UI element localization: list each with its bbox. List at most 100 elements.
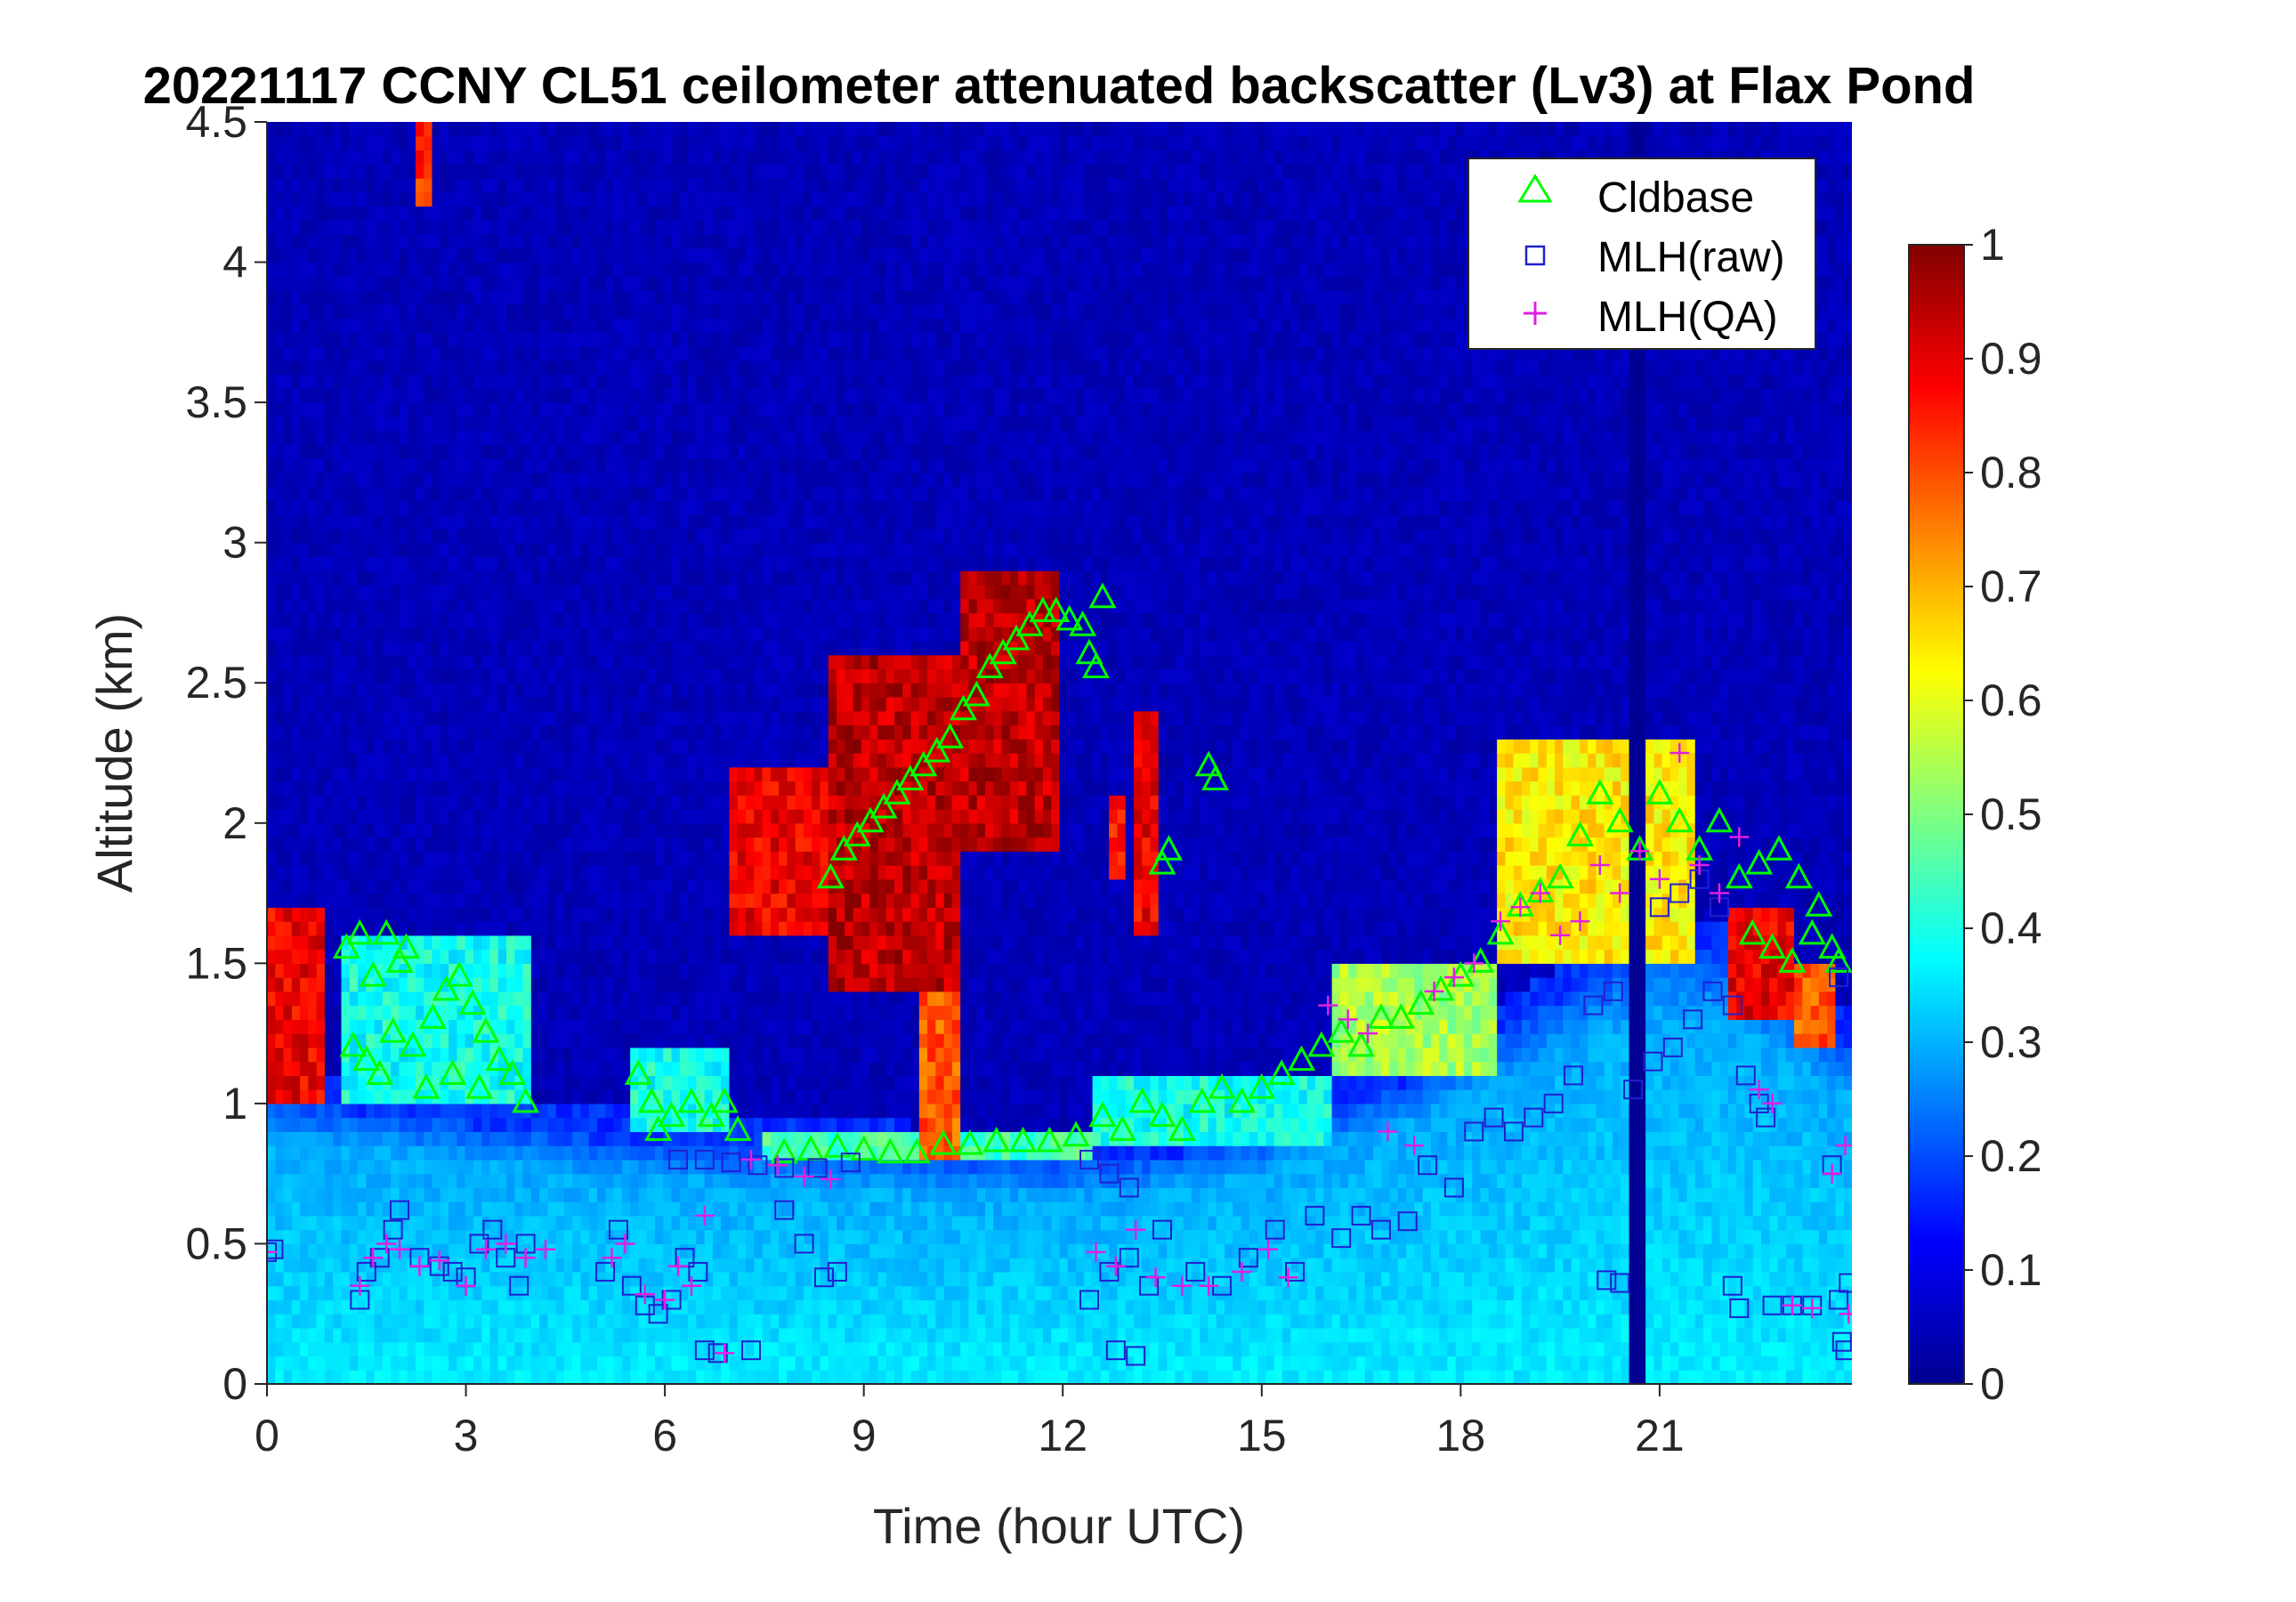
heatmap-cell (382, 696, 392, 712)
heatmap-cell (316, 290, 326, 305)
heatmap-cell (399, 766, 408, 782)
heatmap-cell (712, 627, 722, 642)
heatmap-cell (457, 570, 466, 586)
heatmap-cell (424, 191, 433, 207)
heatmap-cell (721, 934, 731, 951)
heatmap-cell (704, 934, 714, 951)
heatmap-cell (399, 402, 408, 417)
heatmap-cell (563, 921, 573, 936)
heatmap-cell (333, 781, 343, 796)
heatmap-cell (275, 444, 285, 459)
heatmap-cell (283, 1243, 293, 1258)
heatmap-cell (539, 1285, 548, 1301)
heatmap-cell (267, 1314, 276, 1329)
heatmap-cell (457, 178, 466, 193)
heatmap-cell (291, 374, 301, 389)
heatmap-cell (696, 1258, 706, 1273)
heatmap-cell (688, 822, 697, 838)
heatmap-cell (547, 303, 557, 320)
heatmap-cell (646, 303, 656, 320)
heatmap-cell (440, 556, 449, 571)
heatmap-cell (449, 150, 457, 165)
heatmap-cell (391, 1271, 400, 1287)
heatmap-cell (712, 234, 722, 249)
heatmap-cell (630, 164, 640, 179)
heatmap-cell (324, 809, 334, 824)
heatmap-cell (663, 893, 673, 908)
heatmap-cell (597, 584, 606, 600)
heatmap-cell (291, 907, 301, 922)
heatmap-cell (349, 1341, 359, 1357)
heatmap-cell (358, 766, 367, 782)
heatmap-cell (638, 809, 648, 824)
heatmap-cell (663, 303, 673, 320)
heatmap-cell (316, 346, 326, 361)
heatmap-cell (547, 430, 557, 445)
heatmap-cell (605, 1033, 615, 1048)
heatmap-cell (382, 1131, 392, 1146)
heatmap-cell (663, 907, 673, 922)
heatmap-cell (555, 1131, 565, 1146)
heatmap-cell (638, 710, 648, 726)
heatmap-cell (712, 991, 722, 1007)
heatmap-cell (374, 739, 384, 754)
heatmap-cell (530, 822, 540, 838)
heatmap-cell (358, 416, 367, 432)
heatmap-cell (424, 318, 433, 333)
heatmap-cell (588, 191, 598, 207)
heatmap-cell (555, 276, 565, 291)
heatmap-cell (654, 1243, 664, 1258)
heatmap-cell (349, 164, 359, 179)
heatmap-cell (374, 191, 384, 207)
heatmap-cell (572, 262, 582, 277)
heatmap-cell (679, 1005, 689, 1020)
heatmap-cell (267, 1033, 276, 1048)
heatmap-cell (407, 514, 416, 530)
heatmap-cell (399, 374, 408, 389)
heatmap-cell (547, 1370, 557, 1384)
heatmap-cell (547, 178, 557, 193)
heatmap-cell (696, 486, 706, 501)
heatmap-cell (514, 150, 524, 165)
heatmap-cell (316, 276, 326, 291)
heatmap-cell (530, 528, 540, 544)
heatmap-cell (514, 206, 524, 221)
heatmap-cell (341, 1327, 351, 1343)
heatmap-cell (349, 851, 359, 866)
heatmap-cell (522, 1131, 532, 1146)
heatmap-cell (316, 570, 326, 586)
heatmap-cell (267, 598, 276, 614)
heatmap-cell (473, 346, 482, 361)
heatmap-cell (283, 164, 293, 179)
heatmap-cell (646, 570, 656, 586)
heatmap-cell (671, 921, 681, 936)
heatmap-cell (415, 822, 424, 838)
heatmap-cell (399, 991, 408, 1007)
heatmap-cell (638, 135, 648, 151)
heatmap-cell (555, 346, 565, 361)
heatmap-cell (704, 318, 714, 333)
heatmap-cell (555, 907, 565, 922)
heatmap-cell (630, 472, 640, 488)
heatmap-cell (646, 781, 656, 796)
heatmap-cell (539, 654, 548, 670)
heatmap-cell (308, 164, 318, 179)
heatmap-cell (621, 766, 631, 782)
heatmap-cell (613, 303, 623, 320)
heatmap-cell (481, 1202, 491, 1217)
heatmap-cell (267, 1089, 276, 1104)
heatmap-cell (514, 1173, 524, 1189)
heatmap-cell (382, 1341, 392, 1357)
heatmap-cell (497, 809, 507, 824)
heatmap-cell (316, 191, 326, 207)
heatmap-cell (382, 584, 392, 600)
heatmap-cell (399, 1075, 408, 1090)
heatmap-cell (580, 458, 590, 473)
heatmap-cell (324, 1103, 334, 1119)
heatmap-cell (539, 164, 548, 179)
heatmap-cell (349, 837, 359, 852)
heatmap-cell (366, 1005, 376, 1020)
heatmap-cell (539, 1103, 548, 1119)
heatmap-cell (555, 220, 565, 235)
heatmap-cell (449, 1047, 457, 1063)
